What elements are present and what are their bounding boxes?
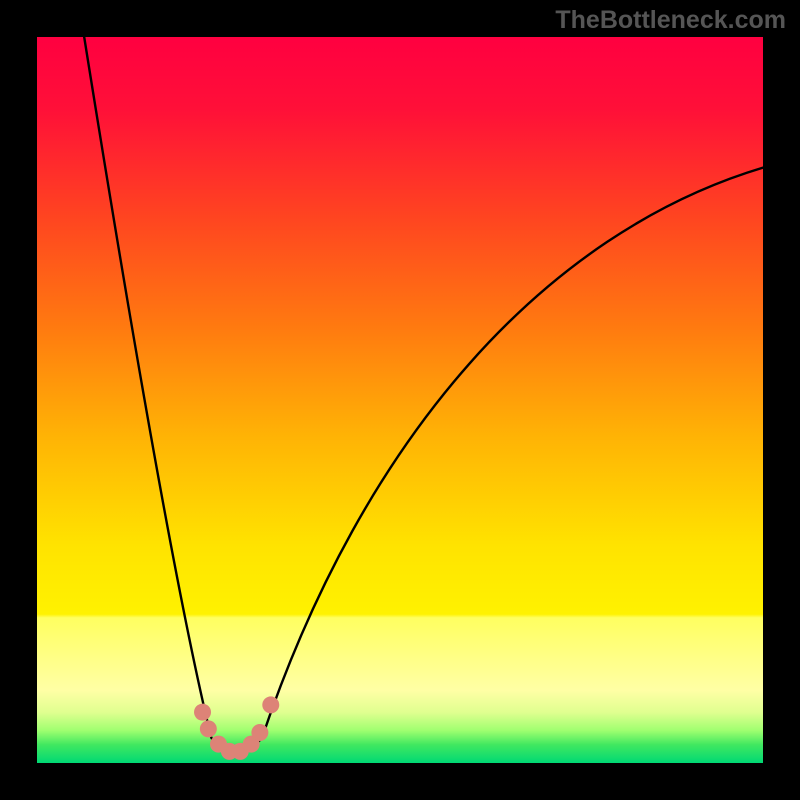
gradient-background [37,37,763,763]
marker-dot [200,720,217,737]
marker-dot [194,704,211,721]
marker-dot [251,724,268,741]
plot-area [37,37,763,763]
watermark-text: TheBottleneck.com [555,6,786,35]
marker-dot [262,696,279,713]
plot-svg [37,37,763,763]
chart-stage: TheBottleneck.com [0,0,800,800]
